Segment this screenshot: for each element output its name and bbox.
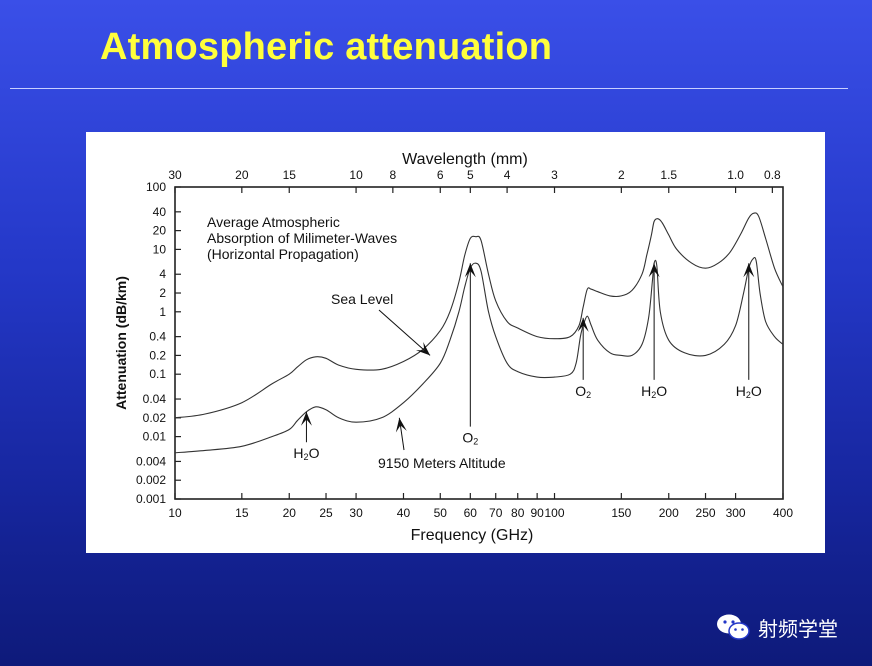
sea-level-arrow-head [415, 342, 431, 356]
x-tick-label: 300 [726, 506, 746, 520]
x-tick-label: 80 [511, 506, 525, 520]
y-tick-label: 1 [159, 305, 166, 319]
legend-line-1: Average Atmospheric [207, 214, 340, 230]
y-axis-title: Attenuation (dB/km) [113, 276, 129, 410]
x-tick-label: 150 [611, 506, 631, 520]
x2-axis-title: Wavelength (mm) [402, 151, 528, 168]
x-tick-label: 60 [464, 506, 478, 520]
x2-tick-label: 4 [504, 168, 511, 182]
peak-label: O2 [462, 430, 478, 447]
x-tick-label: 20 [283, 506, 297, 520]
x2-tick-label: 6 [437, 168, 444, 182]
x-tick-label: 400 [773, 506, 793, 520]
peak-arrow-head [464, 263, 476, 278]
x2-tick-label: 0.8 [764, 168, 781, 182]
y-tick-label: 0.01 [143, 430, 167, 444]
x-axis-title: Frequency (GHz) [411, 527, 534, 544]
y-tick-label: 0.4 [149, 330, 166, 344]
chart-panel: 10 15 20 25 30 40 50 60 70 80 90 100 150 200 250 300 400… [86, 132, 825, 553]
y-tick-label: 0.001 [136, 492, 166, 506]
legend-line-2: Absorption of Milimeter-Waves [207, 230, 397, 246]
peak-label: O2 [575, 383, 591, 400]
y-tick-label: 20 [153, 224, 167, 238]
title-divider [10, 88, 848, 89]
x2-tick-label: 20 [235, 168, 249, 182]
peak-arrow-head [648, 263, 660, 278]
x2-tick-label: 1.0 [727, 168, 744, 182]
slide-title: Atmospheric attenuation [100, 26, 553, 68]
x2-tick-label: 3 [551, 168, 558, 182]
attenuation-chart: 10 15 20 25 30 40 50 60 70 80 90 100 150 200 250 300 400… [113, 151, 793, 544]
y-tick-label: 4 [159, 267, 166, 281]
peak-arrow-head [743, 263, 755, 278]
x-tick-label: 90 [530, 506, 544, 520]
y-tick-label: 2 [159, 286, 166, 300]
x-tick-label: 25 [319, 506, 333, 520]
peak-arrow-head [300, 411, 312, 426]
x2-tick-label: 2 [618, 168, 625, 182]
x-tick-label: 100 [544, 506, 564, 520]
x2-tick-label: 10 [349, 168, 363, 182]
legend-line-3: (Horizontal Propagation) [207, 246, 359, 262]
sea-level-arrow-shaft [378, 309, 431, 356]
altitude-arrow-head [395, 417, 407, 433]
x2-tick-label: 8 [390, 168, 397, 182]
peak-label: H2O [293, 445, 319, 462]
peak-label: H2O [641, 383, 667, 400]
y-tick-label: 0.02 [143, 411, 167, 425]
x-tick-label: 40 [397, 506, 411, 520]
wechat-icon [717, 614, 750, 640]
x-tick-label: 250 [696, 506, 716, 520]
y-tick-label: 100 [146, 180, 166, 194]
sea-level-curve [174, 212, 784, 419]
watermark-label: 射频学堂 [758, 616, 838, 641]
x2-tick-label: 15 [283, 168, 297, 182]
y-tick-label: 0.1 [149, 367, 166, 381]
y-tick-label: 0.002 [136, 473, 166, 487]
altitude-label: 9150 Meters Altitude [378, 455, 506, 471]
x-tick-label: 15 [235, 506, 249, 520]
y-tick-label: 10 [153, 242, 167, 256]
x2-tick-label: 5 [467, 168, 474, 182]
y-tick-label: 0.04 [143, 392, 167, 406]
plot-frame [174, 186, 784, 500]
peak-label: H2O [736, 383, 762, 400]
x-tick-label: 50 [434, 506, 448, 520]
peak-arrow-head [577, 317, 589, 332]
x2-tick-label: 1.5 [660, 168, 677, 182]
x2-tick-label: 30 [168, 168, 182, 182]
watermark: 射频学堂 [716, 612, 838, 642]
sea-level-label: Sea Level [331, 291, 393, 307]
altitude-9150m-curve [174, 256, 784, 454]
x-tick-label: 30 [349, 506, 363, 520]
y-tick-label: 0.2 [149, 348, 166, 362]
y-tick-label: 0.004 [136, 454, 166, 468]
x-tick-label: 200 [659, 506, 679, 520]
x-tick-label: 10 [168, 506, 182, 520]
y-tick-label: 40 [153, 205, 167, 219]
x-tick-label: 70 [489, 506, 503, 520]
